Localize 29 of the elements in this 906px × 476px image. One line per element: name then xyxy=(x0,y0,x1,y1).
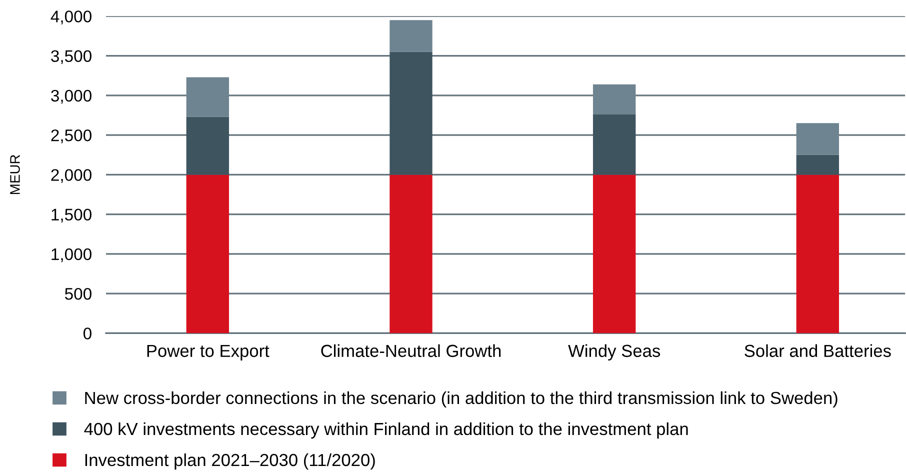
legend-label: 400 kV investments necessary within Finland in addition to the investment plan xyxy=(84,422,688,439)
bar xyxy=(390,52,432,175)
y-tick-label: 2,000 xyxy=(51,169,92,183)
y-tick-label: 4,000 xyxy=(50,10,92,24)
bar xyxy=(796,174,840,334)
bar xyxy=(592,114,636,175)
y-tick-label: 1,000 xyxy=(52,248,92,262)
x-tick-label: Power to Export xyxy=(147,344,270,360)
y-tick-label: 500 xyxy=(64,288,92,300)
y-tick-label: 3,500 xyxy=(51,50,92,64)
bar xyxy=(186,77,230,117)
y-axis-title: MEUR xyxy=(10,154,20,194)
x-tick-label: Climate-Neutral Growth xyxy=(321,344,501,358)
legend-label: Investment plan 2021–2030 (11/2020) xyxy=(85,453,375,470)
y-tick-label: 2,500 xyxy=(51,129,92,144)
bar xyxy=(390,20,432,52)
bar xyxy=(592,174,636,334)
bar xyxy=(796,123,840,155)
bar xyxy=(796,154,840,175)
bar xyxy=(186,174,230,334)
x-tick-label: Solar and Batteries xyxy=(744,344,891,358)
y-tick-label: 3,000 xyxy=(51,90,92,104)
bar xyxy=(592,84,636,114)
bar xyxy=(186,116,230,175)
y-tick-label: 1,500 xyxy=(52,208,92,222)
bar xyxy=(390,174,432,334)
x-tick-label: Windy Seas xyxy=(568,344,660,360)
legend-label: New cross-border connections in the scenario (in addition to the third transmission link to Sweden) xyxy=(85,391,838,408)
y-tick-label: 0 xyxy=(83,328,92,340)
